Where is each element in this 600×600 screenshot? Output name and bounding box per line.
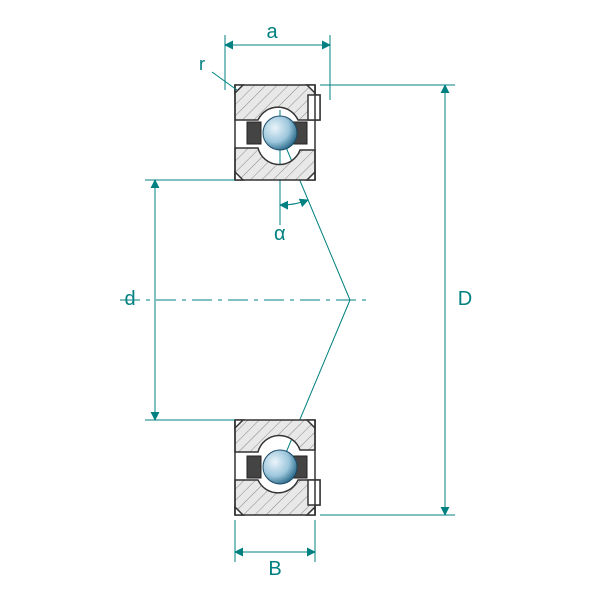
d-label: d	[124, 288, 135, 310]
r-label: r	[199, 54, 205, 74]
dimension-r: r	[199, 54, 237, 90]
alpha-label: α	[274, 223, 286, 245]
a-label: a	[266, 21, 278, 43]
ball-bottom	[263, 450, 297, 484]
dimension-B: B	[235, 520, 315, 580]
bearing-diagram: α	[0, 0, 600, 600]
alpha-arc	[280, 200, 308, 205]
bottom-section	[235, 420, 320, 515]
D-label: D	[458, 288, 472, 310]
B-label: B	[268, 558, 281, 580]
top-section	[235, 85, 320, 180]
ball-top	[263, 116, 297, 150]
